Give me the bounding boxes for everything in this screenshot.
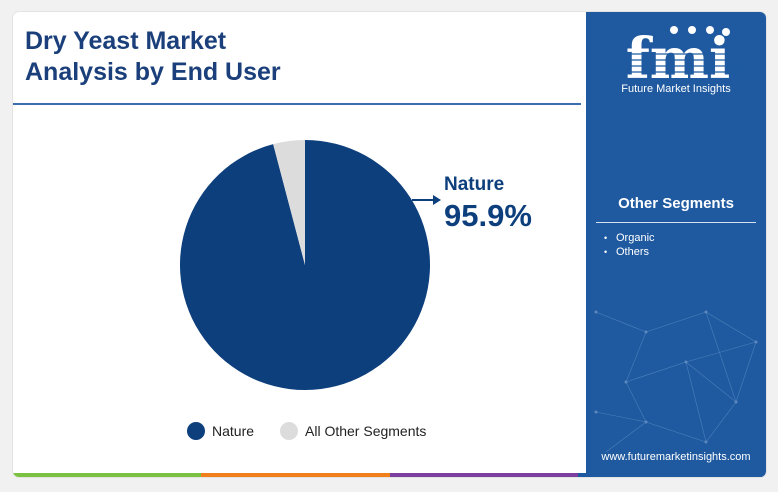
other-segments-divider	[596, 222, 756, 223]
infographic-card: Dry Yeast Market Analysis by End User Na…	[13, 12, 766, 477]
callout-label: Nature	[444, 174, 504, 195]
callout-value: 95.9%	[444, 198, 532, 233]
legend-label-all-other-segments: All Other Segments	[305, 423, 426, 439]
network-graphic	[594, 310, 758, 453]
website-link[interactable]: www.futuremarketinsights.com	[601, 451, 751, 463]
brand-panel: fmi Future Market Insights Other Segment…	[586, 12, 766, 477]
legend-swatch-nature	[187, 422, 205, 440]
segment-item-organic: Organic	[604, 231, 655, 245]
logo-stripes	[608, 53, 748, 73]
title-divider	[13, 103, 581, 105]
page-title: Dry Yeast Market Analysis by End User	[25, 26, 355, 88]
other-segments-list: Organic Others	[604, 231, 655, 259]
callout: Nature 95.9%	[412, 174, 532, 233]
pie-chart: Nature 95.9% Nature All Other Segments	[180, 140, 532, 440]
legend-swatch-all-other-segments	[280, 422, 298, 440]
logo-icons	[670, 26, 730, 36]
title-line-1: Dry Yeast Market	[25, 27, 227, 55]
bottom-color-bar	[13, 473, 766, 477]
bar-segment-orange	[201, 473, 390, 477]
pie-slices	[180, 140, 431, 391]
other-segments-title: Other Segments	[618, 195, 734, 212]
pie-slice-nature	[180, 140, 431, 391]
bar-segment-green	[13, 473, 202, 477]
pie-slice-all-other-segments	[273, 140, 305, 265]
logo-tagline: Future Market Insights	[621, 83, 731, 95]
bar-segment-purple	[389, 473, 578, 477]
title-line-2: Analysis by End User	[25, 58, 281, 86]
callout-arrow-head	[433, 195, 441, 205]
segment-item-others: Others	[604, 245, 655, 259]
fmi-logo: fmi	[608, 26, 748, 92]
bar-segment-blue	[577, 473, 766, 477]
logo-text: fmi	[626, 26, 731, 92]
legend: Nature All Other Segments	[187, 422, 426, 440]
legend-label-nature: Nature	[212, 423, 254, 439]
